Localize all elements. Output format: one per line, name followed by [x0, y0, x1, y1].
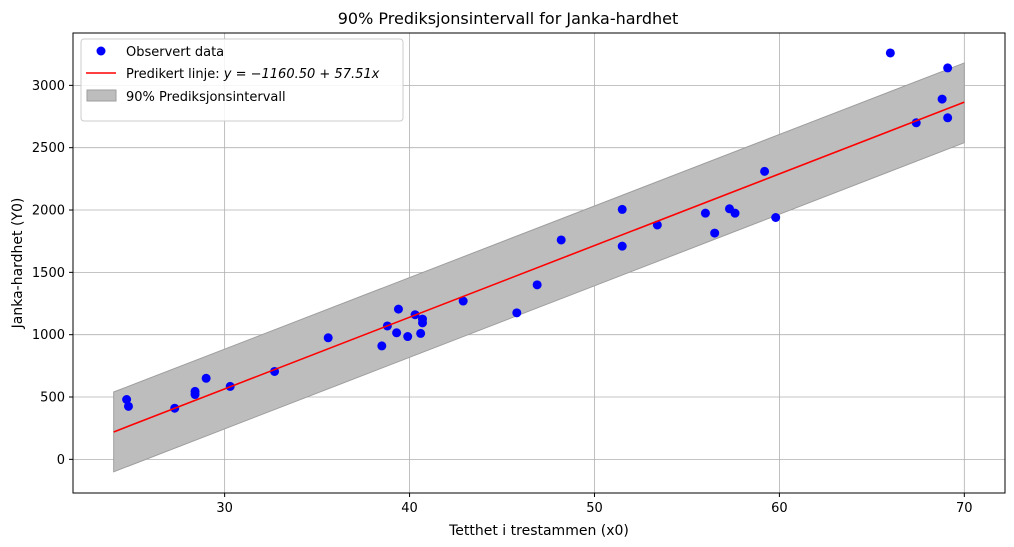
- x-axis-label: Tetthet i trestammen (x0): [448, 523, 629, 539]
- data-point: [403, 332, 413, 342]
- legend-band-label: 90% Prediksjonsintervall: [126, 90, 286, 105]
- data-point: [771, 212, 781, 222]
- x-axis-ticks: 30 40 50 60 70: [216, 493, 973, 516]
- legend-point-marker: [96, 46, 106, 56]
- data-point: [122, 395, 132, 405]
- chart-title: 90% Prediksjonsintervall for Janka-hardh…: [338, 9, 679, 28]
- data-point: [123, 401, 133, 411]
- legend-line-equation: y = −1160.50 + 57.51x: [223, 67, 380, 82]
- data-point: [393, 304, 403, 314]
- fit-line-group: [113, 101, 965, 433]
- plot-frame: [72, 32, 1006, 494]
- y-tick-label: 1500: [32, 266, 65, 281]
- data-point: [943, 113, 953, 123]
- y-axis-ticks: 0 500 1000 1500 2000 2500 3000: [32, 79, 73, 468]
- data-point: [458, 296, 468, 306]
- data-point: [730, 208, 740, 218]
- data-point: [532, 280, 542, 290]
- data-point: [377, 341, 387, 351]
- fit-line: [113, 101, 965, 433]
- data-point: [392, 328, 402, 338]
- data-point: [943, 63, 953, 73]
- y-tick-label: 2000: [32, 204, 65, 219]
- data-point: [556, 235, 566, 245]
- data-point: [710, 228, 720, 238]
- data-point: [700, 208, 710, 218]
- x-tick-label: 60: [771, 501, 788, 516]
- x-tick-label: 50: [586, 501, 603, 516]
- legend: Observert data Predikert linje: y = −116…: [80, 38, 404, 122]
- data-point: [617, 241, 627, 251]
- y-tick-label: 3000: [32, 79, 65, 94]
- data-point: [323, 333, 333, 343]
- data-point: [617, 204, 627, 214]
- y-tick-label: 2500: [32, 141, 65, 156]
- data-point: [885, 48, 895, 58]
- y-axis-label: Janka-hardhet (Y0): [10, 198, 26, 330]
- y-tick-label: 500: [40, 391, 65, 406]
- legend-line-label-prefix: Predikert linje:: [126, 67, 224, 82]
- data-point: [512, 308, 522, 318]
- legend-line-label: Predikert linje: y = −1160.50 + 57.51x: [126, 67, 380, 82]
- legend-band-marker: [86, 89, 117, 102]
- data-point: [201, 373, 211, 383]
- data-point: [760, 166, 770, 176]
- x-tick-label: 30: [216, 501, 233, 516]
- data-point: [418, 318, 427, 328]
- y-tick-label: 1000: [32, 328, 65, 343]
- data-point: [190, 386, 200, 396]
- x-tick-label: 40: [401, 501, 418, 516]
- data-point: [937, 94, 947, 104]
- data-point: [416, 328, 426, 338]
- legend-box: [80, 38, 404, 122]
- legend-points-label: Observert data: [126, 45, 224, 60]
- y-tick-label: 0: [57, 453, 65, 468]
- x-tick-label: 70: [956, 501, 973, 516]
- data-points: [122, 48, 953, 413]
